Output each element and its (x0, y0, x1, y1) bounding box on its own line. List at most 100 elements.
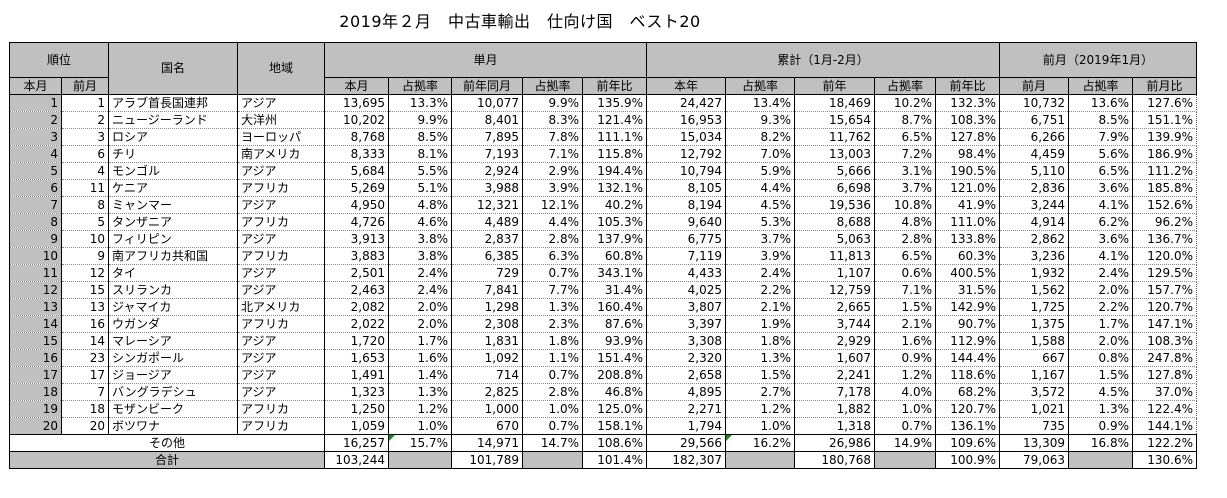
table-cell: 2,924 (451, 162, 523, 180)
rank-current: 20 (9, 417, 62, 435)
table-cell: 2,929 (794, 332, 875, 350)
table-cell: 4.1% (1068, 196, 1133, 214)
country-name: シンガポール (108, 349, 238, 367)
region-name: ヨーロッパ (237, 128, 325, 146)
table-cell: 7.1% (522, 145, 583, 163)
table-cell: 3,308 (646, 332, 726, 350)
table-cell: 208.8% (582, 366, 647, 384)
column-header: 占拠率 (388, 77, 452, 95)
table-cell: 13.6% (1068, 94, 1133, 112)
table-cell: 2.8% (522, 383, 583, 401)
table-cell: 1,298 (451, 298, 523, 316)
country-name: アラブ首長国連邦 (108, 94, 238, 112)
column-header: 前月 (999, 77, 1069, 95)
table-cell: 13.3% (388, 94, 452, 112)
table-cell: 10,732 (999, 94, 1069, 112)
rank-prev: 8 (61, 196, 109, 214)
table-cell: 3,397 (646, 315, 726, 333)
table-cell: 9.3% (725, 111, 795, 129)
table-cell: 2,271 (646, 400, 726, 418)
table-cell: 6.5% (1068, 162, 1133, 180)
country-name: ミャンマー (108, 196, 238, 214)
total-row: 合計 103,244 101,789 101.4% 182,307 180,76… (9, 451, 1197, 469)
table-cell: 37.0% (1132, 383, 1197, 401)
column-header: 占拠率 (725, 77, 795, 95)
region-name: アジア (237, 281, 325, 299)
table-cell: 2.0% (1068, 332, 1133, 350)
table-cell: 108.6% (582, 434, 647, 452)
table-cell: 1.9% (725, 315, 795, 333)
region-name: アジア (237, 366, 325, 384)
table-cell: 1.0% (522, 400, 583, 418)
table-cell: 5,110 (999, 162, 1069, 180)
rank-prev: 3 (61, 128, 109, 146)
table-cell: 3.7% (725, 230, 795, 248)
table-cell: 4,489 (451, 213, 523, 231)
table-cell: 0.7% (522, 264, 583, 282)
table-row: 14 16 ウガンダ アフリカ 2,022 2.0% 2,308 2.3% 87.6% 3,397… (9, 315, 1197, 333)
table-cell: 4,025 (646, 281, 726, 299)
column-header: 占拠率 (1068, 77, 1133, 95)
country-name: モザンビーク (108, 400, 238, 418)
table-cell: 0.7% (874, 417, 936, 435)
table-cell: 31.4% (582, 281, 647, 299)
table-cell: 14.9% (874, 434, 936, 452)
table-row: 4 6 チリ 南アメリカ 8,333 8.1% 7,193 7.1% 115.8% 12,792 7… (9, 145, 1197, 163)
table-cell: 14.7% (522, 434, 583, 452)
table-cell: 3,572 (999, 383, 1069, 401)
table-cell: 1.3% (388, 383, 452, 401)
table-cell: 151.1% (1132, 111, 1197, 129)
total-label: 合計 (9, 451, 325, 469)
table-cell: 182,307 (646, 451, 726, 469)
table-cell: 40.2% (582, 196, 647, 214)
table-cell: 2.7% (725, 383, 795, 401)
table-cell: 1.7% (1068, 315, 1133, 333)
table-cell: 16,257 (324, 434, 389, 452)
region-name: アジア (237, 332, 325, 350)
table-cell: 6.5% (874, 128, 936, 146)
table-cell: 7.7% (522, 281, 583, 299)
table-cell: 12,321 (451, 196, 523, 214)
table-cell: 7,841 (451, 281, 523, 299)
country-name: チリ (108, 145, 238, 163)
header-single-month: 単月 (324, 42, 647, 78)
table-cell: 68.2% (935, 383, 1000, 401)
table-cell: 2,022 (324, 315, 389, 333)
country-name: モンゴル (108, 162, 238, 180)
table-cell: 0.9% (874, 349, 936, 367)
table-cell: 2.0% (388, 298, 452, 316)
table-cell: 1,375 (999, 315, 1069, 333)
export-ranking-table: 順位 国名 地域 単月 累計（1月-2月） 前月（2019年1月） 本月 前月 … (9, 42, 1197, 469)
rank-current: 17 (9, 366, 62, 384)
table-cell: 9.9% (522, 94, 583, 112)
table-cell: 152.6% (1132, 196, 1197, 214)
rank-prev: 9 (61, 247, 109, 265)
table-cell: 1.5% (874, 298, 936, 316)
table-row: 17 17 ジョージア アジア 1,491 1.4% 714 0.7% 208.8% 2,658 1… (9, 366, 1197, 384)
table-row: 19 18 モザンビーク アフリカ 1,250 1.2% 1,000 1.0% 125.0% 2,… (9, 400, 1197, 418)
table-cell: 1.2% (874, 366, 936, 384)
table-cell: 2,320 (646, 349, 726, 367)
rank-prev: 4 (61, 162, 109, 180)
table-cell: 101.4% (582, 451, 647, 469)
table-row: 9 10 フィリピン アジア 3,913 3.8% 2,837 2.8% 137.9% 6,775… (9, 230, 1197, 248)
table-cell: 7,119 (646, 247, 726, 265)
country-name: ジャマイカ (108, 298, 238, 316)
table-row: 13 13 ジャマイカ 北アメリカ 2,082 2.0% 1,298 1.3% 160.4% 3,… (9, 298, 1197, 316)
table-cell: 122.4% (1132, 400, 1197, 418)
table-cell: 111.1% (582, 128, 647, 146)
rank-current: 2 (9, 111, 62, 129)
table-cell: 3.6% (1068, 230, 1133, 248)
country-name: スリランカ (108, 281, 238, 299)
table-cell: 1,000 (451, 400, 523, 418)
region-name: 北アメリカ (237, 298, 325, 316)
table-cell: 41.9% (935, 196, 1000, 214)
region-name: アフリカ (237, 315, 325, 333)
table-cell: 24,427 (646, 94, 726, 112)
region-name: アフリカ (237, 247, 325, 265)
table-cell: 1.2% (388, 400, 452, 418)
table-cell: 46.8% (582, 383, 647, 401)
table-cell: 1.4% (388, 366, 452, 384)
table-cell: 1.0% (388, 417, 452, 435)
table-cell: 180,768 (794, 451, 875, 469)
